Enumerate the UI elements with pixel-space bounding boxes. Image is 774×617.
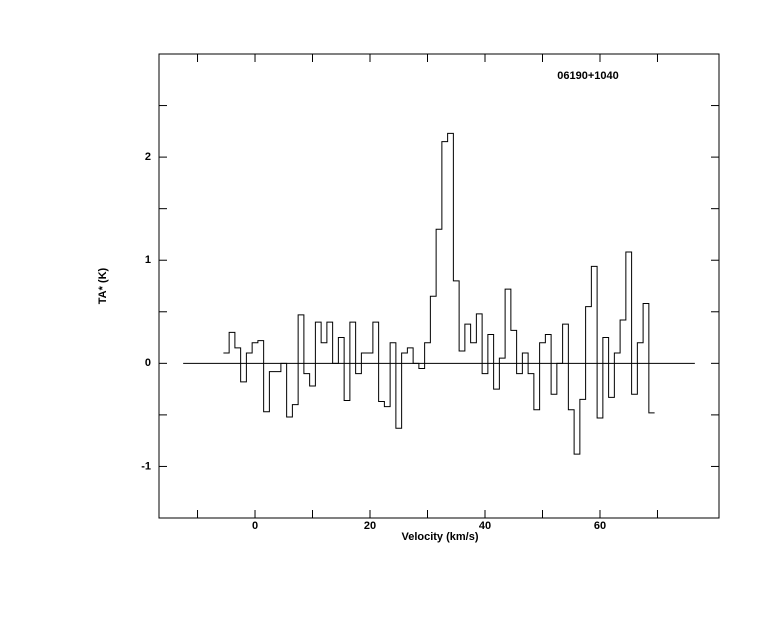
x-tick-label: 0 (252, 520, 258, 532)
y-tick-label: 1 (145, 254, 151, 266)
x-tick-label: 60 (594, 520, 606, 532)
y-axis-label: TA* (K) (97, 267, 109, 304)
y-tick-label: 0 (145, 357, 151, 369)
chart-title: 06190+1040 (557, 70, 618, 82)
plot-frame (158, 53, 720, 519)
spectrum-line (223, 132, 655, 455)
x-tick-label: 20 (364, 520, 376, 532)
y-tick-label: 2 (145, 151, 151, 163)
y-tick-label: -1 (141, 460, 151, 472)
x-tick-label: 40 (479, 520, 491, 532)
x-axis-label: Velocity (km/s) (401, 531, 478, 543)
